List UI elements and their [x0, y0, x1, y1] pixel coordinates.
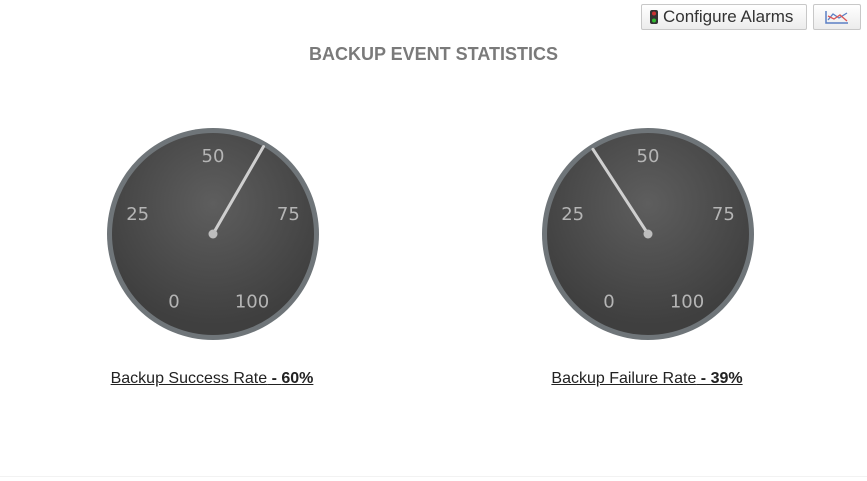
- gauge-needle: [211, 145, 265, 236]
- gauge-label: Backup Failure Rate: [551, 370, 697, 387]
- tick-label: 100: [670, 292, 704, 313]
- tick-label: 25: [126, 204, 149, 225]
- failure-rate-gauge: 0 25 50 75 100: [542, 128, 754, 340]
- gauge-label: Backup Success Rate: [110, 370, 268, 387]
- traffic-light-icon: [650, 10, 658, 24]
- tick-label: 50: [637, 146, 660, 167]
- divider: [0, 476, 867, 477]
- line-chart-icon: [825, 11, 848, 24]
- page-title: BACKUP EVENT STATISTICS: [308, 44, 559, 64]
- tick-label: 75: [712, 204, 735, 225]
- tick-label: 0: [168, 292, 179, 313]
- tick-label: 50: [202, 146, 225, 167]
- tick-label: 25: [561, 204, 584, 225]
- success-rate-gauge: 0 25 50 75 100: [107, 128, 319, 340]
- gauge-value: 39%: [710, 370, 743, 387]
- tick-label: 100: [235, 292, 269, 313]
- separator: -: [696, 370, 711, 387]
- needle-hub: [208, 229, 218, 239]
- gauge-needle: [591, 147, 650, 236]
- configure-alarms-button[interactable]: Configure Alarms: [641, 4, 807, 30]
- tick-label: 75: [277, 204, 300, 225]
- separator: -: [267, 370, 282, 387]
- failure-rate-link[interactable]: Backup Failure Rate - 39%: [551, 370, 742, 388]
- tick-label: 0: [603, 292, 614, 313]
- chart-view-button[interactable]: [813, 4, 861, 30]
- needle-hub: [643, 229, 653, 239]
- configure-alarms-label: Configure Alarms: [663, 7, 794, 26]
- success-rate-link[interactable]: Backup Success Rate - 60%: [111, 370, 314, 388]
- gauge-value: 60%: [281, 370, 314, 387]
